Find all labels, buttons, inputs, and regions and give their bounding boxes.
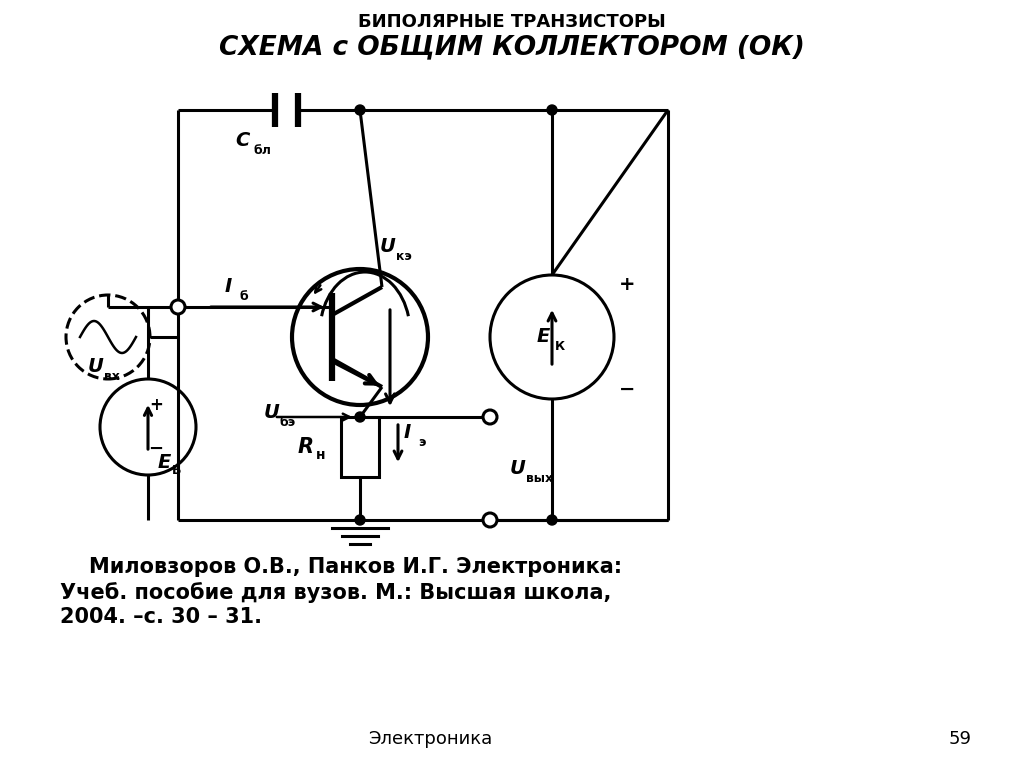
Text: кэ: кэ	[396, 251, 412, 264]
Text: Б: Б	[172, 463, 181, 476]
Text: U: U	[510, 459, 526, 478]
Circle shape	[171, 300, 185, 314]
Circle shape	[355, 412, 365, 422]
Text: бэ: бэ	[280, 416, 296, 430]
Text: −: −	[148, 440, 164, 458]
Text: Электроника: Электроника	[368, 730, 493, 748]
Text: Миловзоров О.В., Панков И.Г. Электроника:: Миловзоров О.В., Панков И.Г. Электроника…	[60, 557, 623, 577]
Circle shape	[355, 515, 365, 525]
Text: 59: 59	[948, 730, 972, 748]
Text: U: U	[380, 238, 396, 256]
Text: б: б	[240, 291, 249, 304]
Text: +: +	[618, 275, 636, 295]
Text: СХЕМА с ОБЩИМ КОЛЛЕКТОРОМ (ОК): СХЕМА с ОБЩИМ КОЛЛЕКТОРОМ (ОК)	[219, 34, 805, 60]
Circle shape	[483, 410, 497, 424]
Text: бл: бл	[253, 143, 271, 156]
Circle shape	[547, 515, 557, 525]
Text: К: К	[555, 341, 565, 354]
Text: вх: вх	[104, 370, 120, 384]
Circle shape	[483, 513, 497, 527]
Text: U: U	[264, 403, 280, 423]
Text: Е: Е	[537, 328, 550, 347]
Text: н: н	[316, 448, 326, 462]
Text: +: +	[150, 396, 163, 414]
Text: Учеб. пособие для вузов. М.: Высшая школа,: Учеб. пособие для вузов. М.: Высшая школ…	[60, 582, 611, 603]
Circle shape	[355, 105, 365, 115]
Text: э: э	[418, 436, 425, 449]
Text: U: U	[88, 357, 103, 377]
Text: вых: вых	[526, 472, 553, 485]
Circle shape	[547, 105, 557, 115]
Text: Е: Е	[158, 453, 171, 472]
Bar	[341, 417, 379, 477]
Text: I: I	[225, 278, 232, 297]
Text: R: R	[298, 437, 314, 457]
Text: С: С	[234, 130, 249, 150]
Text: I: I	[404, 423, 412, 442]
Text: БИПОЛЯРНЫЕ ТРАНЗИСТОРЫ: БИПОЛЯРНЫЕ ТРАНЗИСТОРЫ	[358, 13, 666, 31]
Text: −: −	[618, 380, 635, 399]
Text: 2004. –с. 30 – 31.: 2004. –с. 30 – 31.	[60, 607, 262, 627]
